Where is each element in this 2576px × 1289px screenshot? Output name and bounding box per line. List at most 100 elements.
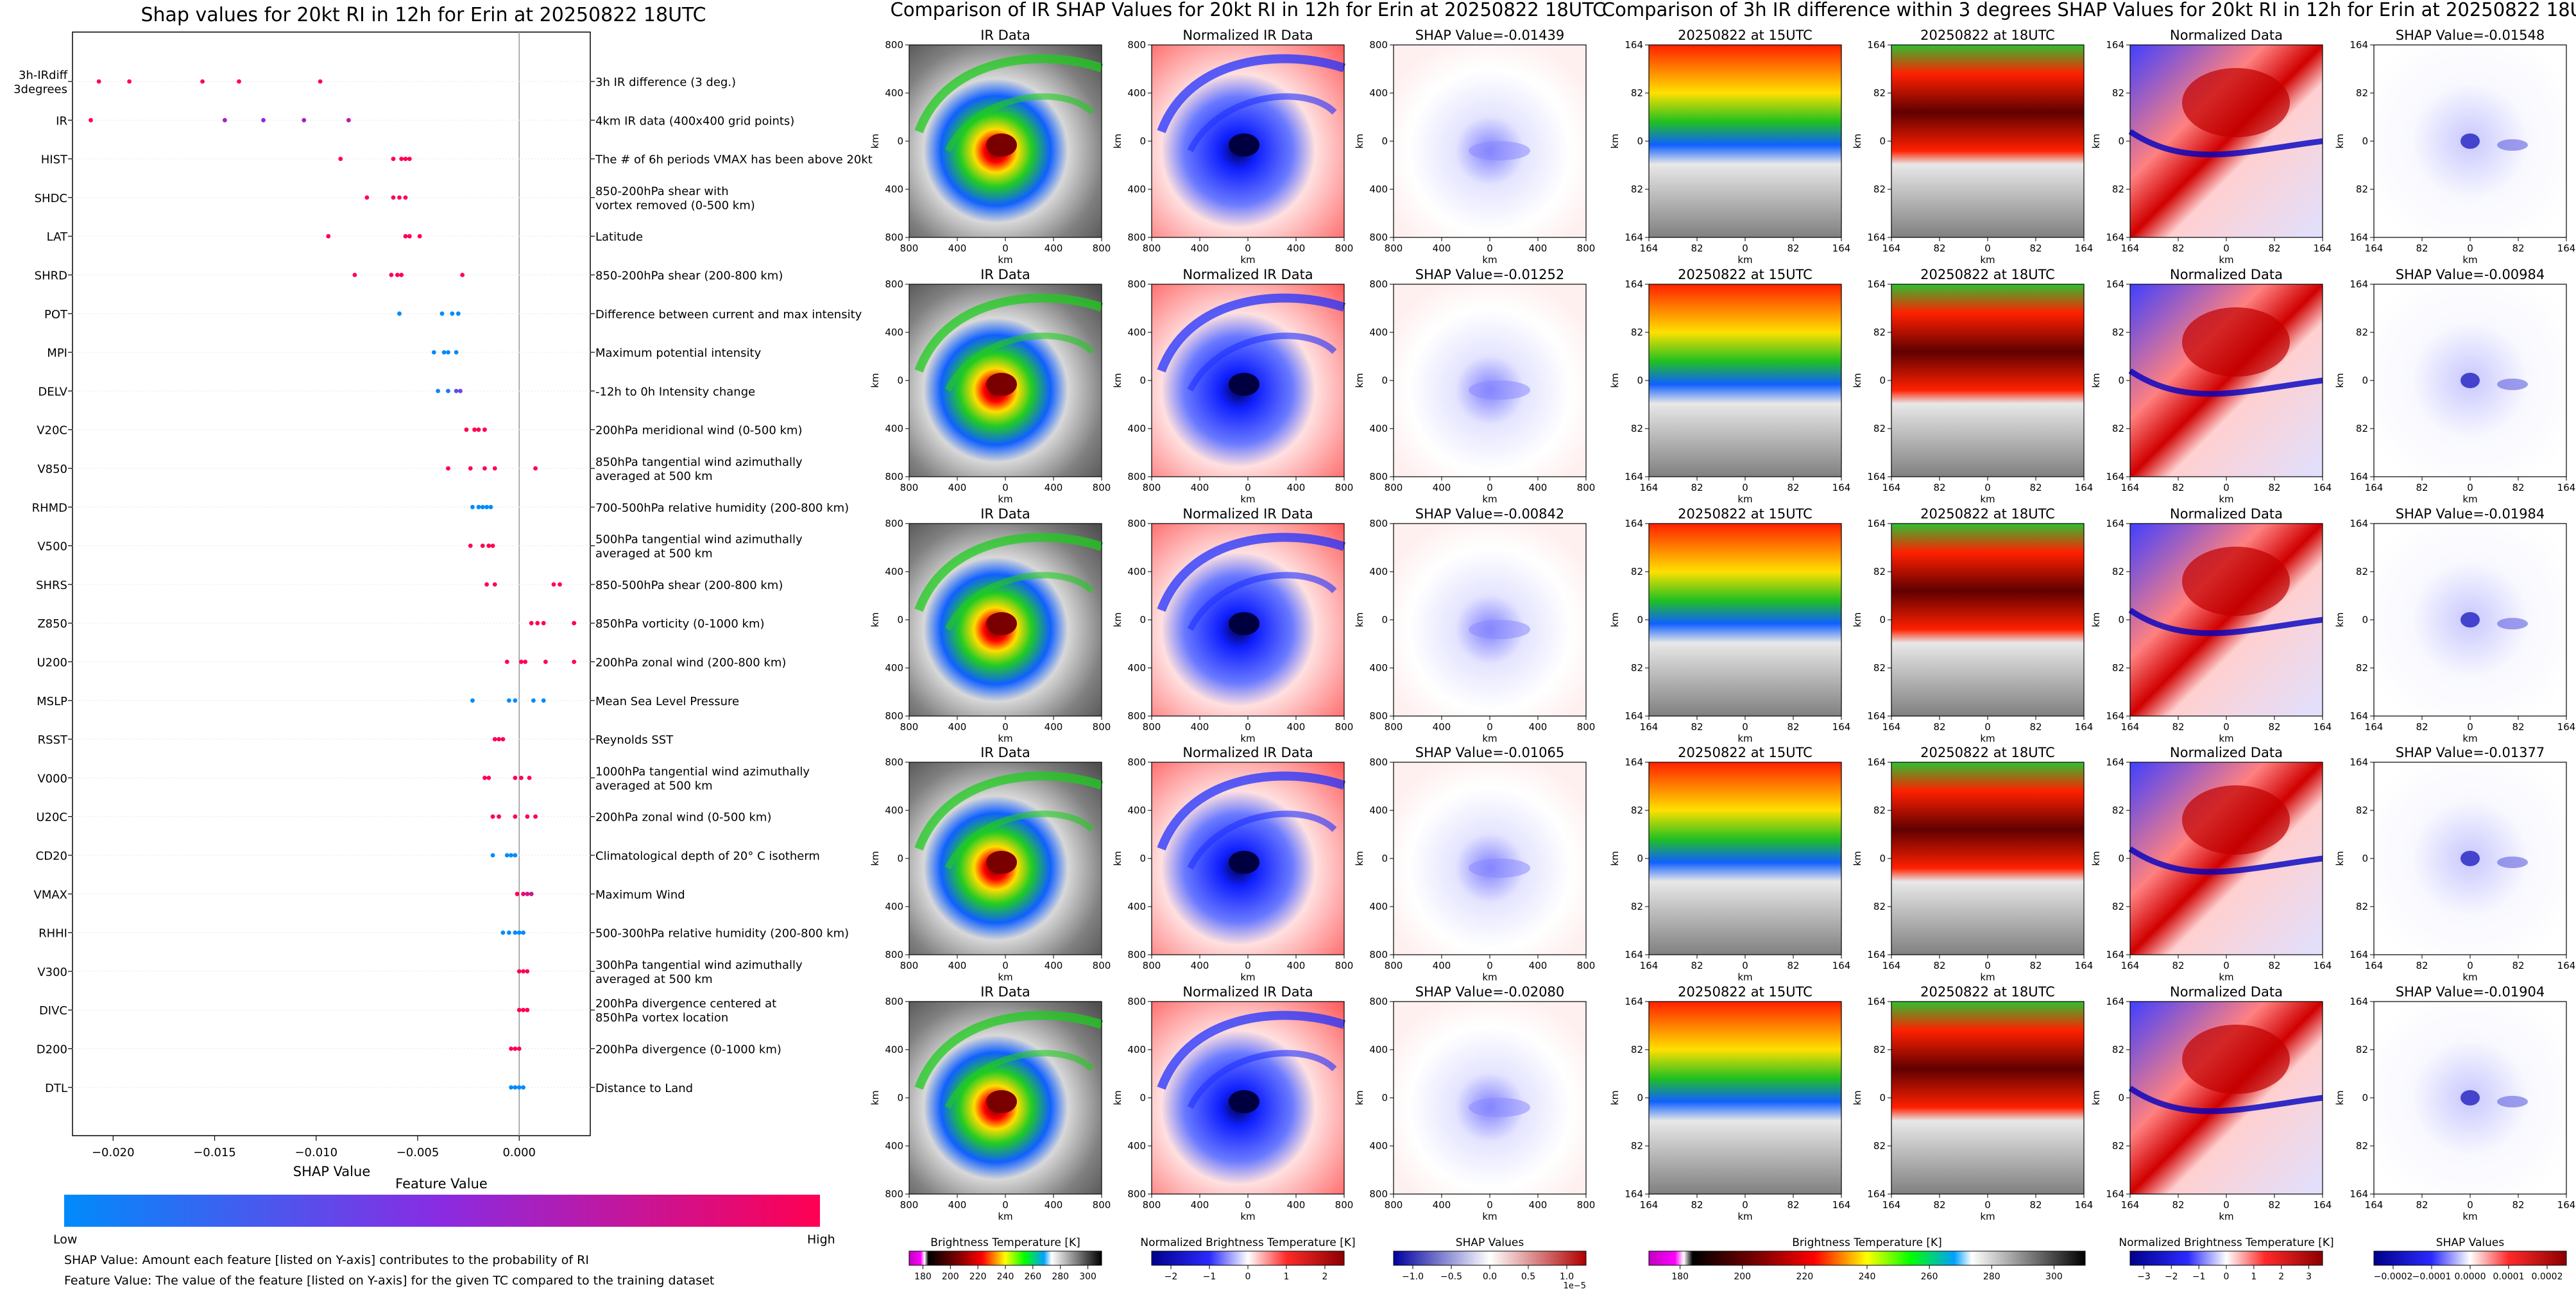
map-panel: SHAP Value=-0.01984164164828200828216416…: [2334, 506, 2575, 744]
panel-image: [1649, 762, 1841, 955]
x-tick-label: 0: [1742, 960, 1748, 971]
shap-point: [476, 504, 481, 509]
shap-point: [572, 660, 577, 664]
colorbar-tick-label: 220: [969, 1272, 987, 1282]
x-axis-label: km: [2462, 1211, 2477, 1222]
shap-point: [482, 427, 487, 432]
y-tick-label: 400: [1369, 184, 1388, 195]
x-tick-label: 800: [900, 243, 919, 254]
shap-point: [482, 466, 487, 471]
colorbar-tick-label: −0.5: [1440, 1272, 1462, 1282]
shap-point: [476, 427, 481, 432]
y-tick-label: 400: [1369, 1140, 1388, 1152]
shap-point: [504, 660, 509, 664]
y-tick-label: 0: [2118, 614, 2124, 626]
y-tick-label: 164: [1625, 756, 1643, 768]
y-tick-label: 164: [2350, 710, 2368, 722]
x-tick-label: 82: [1933, 721, 1945, 733]
x-tick-label: 82: [2029, 1199, 2042, 1211]
y-tick-label: 82: [1631, 566, 1643, 577]
x-axis-label: km: [998, 493, 1012, 505]
x-tick-label: 800: [1385, 721, 1403, 733]
ir-comparison: Comparison of IR SHAP Values for 20kt RI…: [869, 0, 1605, 1222]
shap-point: [391, 195, 396, 200]
x-tick-label: 82: [1691, 243, 1703, 254]
y-tick-label: 82: [2112, 1044, 2124, 1055]
x-tick-label: 82: [1787, 960, 1799, 971]
y-tick-label: 400: [1369, 87, 1388, 99]
colorbar-tick-label: 280: [1983, 1272, 2000, 1282]
feature-code-label: DTL: [45, 1082, 67, 1095]
shap-point: [397, 311, 402, 316]
irdiff-panel-grid: 20250822 at 15UTC1641648282008282164164k…: [1609, 28, 2575, 1222]
x-tick-label: 164: [2121, 721, 2140, 733]
panel-image: [1394, 45, 1586, 237]
shap-point: [486, 543, 491, 548]
x-tick-label: 800: [900, 721, 919, 733]
x-tick-label: 400: [1191, 1199, 1209, 1211]
shap-point: [470, 504, 475, 509]
x-tick-label: 400: [948, 721, 967, 733]
panel-image: [1891, 45, 2084, 237]
map-panel: 20250822 at 18UTC1641648282008282164164k…: [1852, 28, 2093, 266]
y-tick-label: 0: [897, 853, 903, 864]
y-tick-label: 82: [1873, 662, 1886, 674]
shap-point: [492, 466, 497, 471]
y-tick-label: 400: [1127, 327, 1146, 338]
x-axis-label: km: [1737, 1211, 1752, 1222]
y-axis-label: km: [869, 373, 881, 388]
y-tick-label: 0: [1381, 135, 1388, 147]
colorbar-label: Brightness Temperature [K]: [1792, 1236, 1941, 1249]
colorbar-strip: [2373, 1251, 2567, 1266]
shap-point: [352, 273, 357, 277]
x-tick-label: 0: [1002, 960, 1009, 971]
colorbar-tick-label: −0.0001: [2412, 1272, 2452, 1282]
y-tick-label: 164: [2350, 278, 2368, 290]
x-tick-label: 800: [1143, 482, 1161, 493]
x-tick-label: 164: [2075, 1199, 2094, 1211]
feature-value-low-label: Low: [53, 1233, 77, 1247]
feature-description-label: 850-200hPa shear with vortex removed (0-5…: [595, 185, 755, 212]
cloud-band: [1157, 54, 1346, 133]
y-tick-label: 82: [2112, 1140, 2124, 1152]
feature-description-label: 700-500hPa relative humidity (200-800 km…: [595, 501, 849, 515]
y-tick-label: 0: [1139, 853, 1146, 864]
storm-core: [1229, 612, 1259, 635]
feature-code-label: MSLP: [37, 695, 67, 708]
y-axis-label: km: [2334, 133, 2346, 148]
y-tick-label: 164: [2106, 471, 2124, 482]
shap-point: [513, 930, 518, 935]
y-tick-label: 800: [1127, 949, 1146, 960]
summary-axes-frame: [72, 31, 591, 1136]
shap-point: [403, 195, 408, 200]
shap-point: [490, 543, 495, 548]
shap-point: [403, 234, 408, 239]
shap-point: [486, 776, 491, 780]
x-tick-label: 0: [1245, 960, 1251, 971]
shap-point: [509, 853, 513, 858]
y-tick-label: 0: [1637, 614, 1643, 626]
feature-description-label: Difference between current and max inten…: [595, 308, 862, 321]
y-tick-label: 82: [1631, 1140, 1643, 1152]
y-axis-label: km: [1354, 612, 1365, 627]
shap-point: [533, 466, 538, 471]
x-tick-label: 164: [1832, 721, 1851, 733]
x-tick-label: 164: [1640, 1199, 1659, 1211]
shap-point: [516, 1046, 522, 1051]
y-tick-label: 82: [1873, 423, 1886, 434]
y-tick-label: 400: [1127, 423, 1146, 434]
colorbar: Brightness Temperature [K] 180 200 220 240 26…: [908, 1236, 1102, 1282]
feature-description-label: 850hPa vorticity (0-1000 km): [595, 617, 765, 631]
y-axis-label: km: [2334, 1090, 2346, 1105]
cloud-band: [944, 332, 1095, 392]
x-tick-label: 0: [2467, 721, 2473, 733]
y-tick-label: 164: [2350, 518, 2368, 529]
x-axis-label: km: [2462, 493, 2477, 505]
y-tick-label: 400: [1127, 805, 1146, 816]
y-tick-label: 82: [2356, 327, 2368, 338]
x-tick-label: 400: [1287, 243, 1306, 254]
y-tick-label: 800: [1127, 278, 1146, 290]
x-tick-label: 164: [1882, 960, 1901, 971]
